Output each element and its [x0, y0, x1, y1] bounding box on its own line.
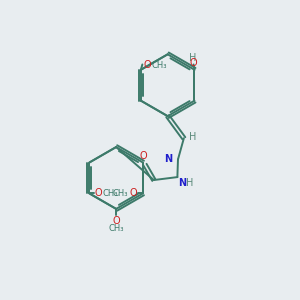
Text: N: N — [178, 178, 186, 188]
Text: H: H — [189, 132, 197, 142]
Text: CH₃: CH₃ — [108, 224, 124, 232]
Text: O: O — [130, 188, 138, 198]
Text: O: O — [112, 216, 120, 226]
Text: O: O — [189, 58, 197, 68]
Text: H: H — [189, 53, 197, 63]
Text: O: O — [140, 151, 147, 161]
Text: O: O — [143, 60, 151, 70]
Text: O: O — [95, 188, 102, 198]
Text: CH₃: CH₃ — [151, 61, 167, 70]
Text: CH₃: CH₃ — [102, 189, 118, 198]
Text: H: H — [186, 178, 194, 188]
Text: N: N — [164, 154, 173, 164]
Text: CH₃: CH₃ — [113, 189, 128, 198]
